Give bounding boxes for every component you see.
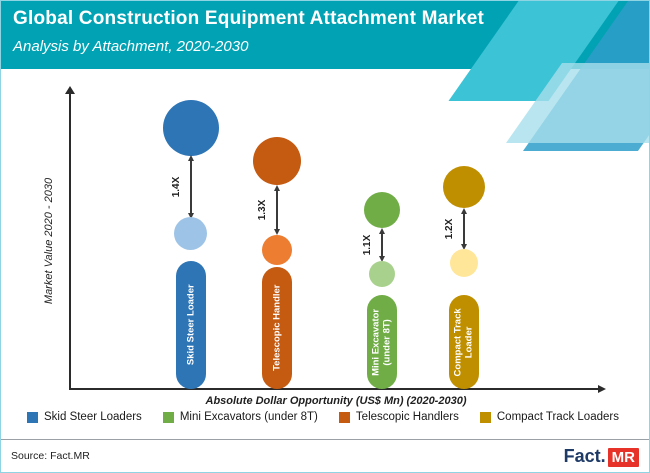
growth-arrow-skid-steer (187, 155, 194, 219)
opportunity-circle-small-compact-track (450, 249, 478, 277)
opportunity-circle-small-mini-excavator (369, 261, 395, 287)
bar-label: Mini Excavator (under 8T) (370, 308, 393, 376)
legend-swatch-icon (162, 411, 174, 423)
legend-label: Compact Track Loaders (496, 411, 619, 423)
legend-item-telescopic: Telescopic Handlers (338, 411, 459, 423)
legend-item-compact-track: Compact Track Loaders (479, 411, 619, 423)
logo-dot-text: . (600, 445, 606, 466)
page-title: Global Construction Equipment Attachment… (13, 8, 485, 29)
growth-arrow-telescopic (273, 185, 280, 235)
legend-item-mini-excavator: Mini Excavators (under 8T) (162, 411, 318, 423)
logo-fact-text: Fact (563, 445, 601, 466)
bar-label: Compact Track Loader (452, 307, 475, 377)
x-axis-line (69, 388, 599, 390)
y-axis-label: Market Value 2020 - 2030 (43, 177, 55, 305)
bar-compact-track: Compact Track Loader (449, 295, 479, 389)
y-axis-line (69, 93, 71, 389)
bar-telescopic: Telescopic Handler (262, 267, 292, 389)
legend-swatch-icon (338, 411, 350, 423)
legend-swatch-icon (479, 411, 491, 423)
bar-skid-steer: Skid Steer Loader (176, 261, 206, 389)
legend-item-skid-steer: Skid Steer Loaders (27, 411, 142, 423)
growth-arrow-mini-excavator (378, 228, 385, 262)
bar-label: Skid Steer Loader (185, 284, 197, 366)
legend-label: Telescopic Handlers (355, 411, 459, 423)
source-text: Source: Fact.MR (11, 450, 90, 462)
multiplier-label-mini-excavator: 1.1X (362, 234, 373, 256)
opportunity-circle-large-skid-steer (163, 100, 219, 156)
x-axis-label: Absolute Dollar Opportunity (US$ Mn) (20… (205, 395, 467, 407)
bar-mini-excavator: Mini Excavator (under 8T) (367, 295, 397, 389)
opportunity-circle-small-telescopic (262, 235, 292, 265)
multiplier-label-compact-track: 1.2X (444, 218, 455, 240)
logo-mr-badge: MR (607, 447, 639, 467)
multiplier-label-skid-steer: 1.4X (171, 176, 182, 198)
opportunity-circle-large-compact-track (443, 166, 485, 208)
growth-arrow-compact-track (460, 208, 467, 250)
decor-band-icon (505, 63, 649, 143)
y-axis-arrowhead-icon (65, 86, 75, 94)
footer: Source: Fact.MR Fact . MR (1, 439, 649, 472)
bar-label: Telescopic Handler (271, 284, 283, 372)
brand-logo: Fact . MR (564, 446, 639, 467)
opportunity-circle-small-skid-steer (174, 217, 207, 250)
legend-label: Skid Steer Loaders (44, 411, 142, 423)
multiplier-label-telescopic: 1.3X (257, 199, 268, 221)
legend-label: Mini Excavators (under 8T) (179, 411, 318, 423)
page-subtitle: Analysis by Attachment, 2020-2030 (13, 38, 249, 55)
x-axis-arrowhead-icon (598, 385, 606, 393)
opportunity-circle-large-telescopic (253, 137, 301, 185)
legend-swatch-icon (27, 411, 38, 423)
legend: Skid Steer Loaders Mini Excavators (unde… (27, 411, 619, 423)
opportunity-circle-large-mini-excavator (364, 192, 400, 228)
